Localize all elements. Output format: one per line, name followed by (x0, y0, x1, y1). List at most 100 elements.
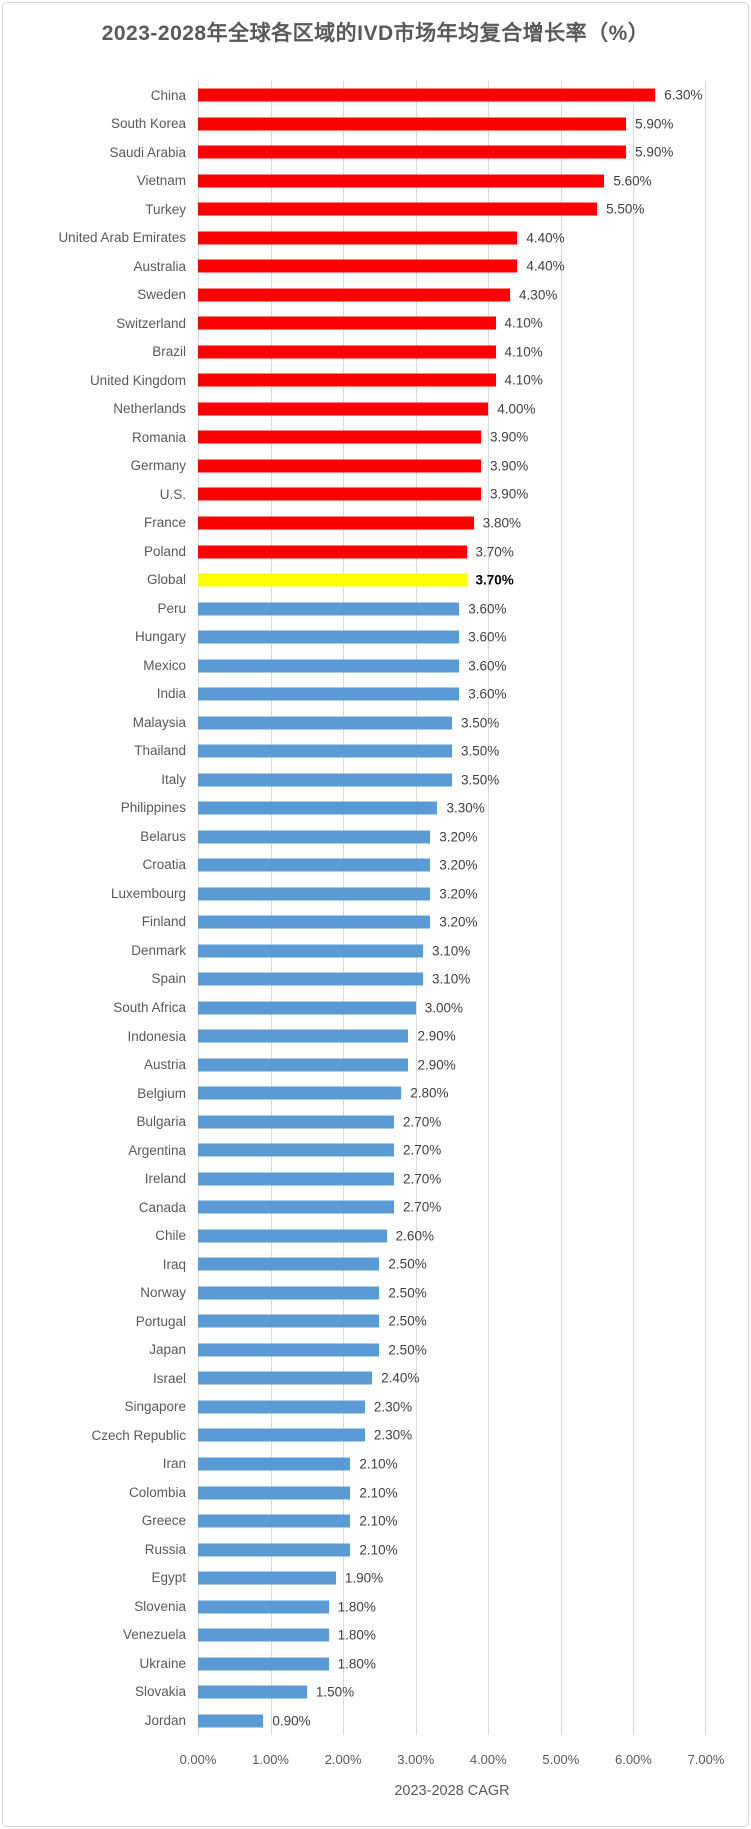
value-label: 3.80% (482, 515, 522, 531)
category-label: Mexico (143, 657, 186, 673)
bar-jordan (198, 1714, 264, 1728)
category-label: Indonesia (127, 1028, 186, 1044)
bar-row: 3.30% (198, 794, 706, 823)
category-label: Brazil (152, 344, 186, 360)
value-label: 2.70% (402, 1114, 442, 1130)
bar-luxembourg (198, 887, 431, 901)
value-label: 4.10% (504, 372, 543, 388)
category-label: Netherlands (113, 401, 186, 417)
bar-switzerland (198, 316, 496, 330)
bar-austria (198, 1058, 409, 1072)
bar-row: 4.10% (198, 366, 706, 395)
bar-row: 3.60% (198, 680, 706, 709)
category-label: Saudi Arabia (109, 144, 186, 160)
value-label: 3.20% (439, 828, 478, 844)
value-label: 3.60% (468, 686, 507, 702)
bar-row: 2.10% (198, 1478, 706, 1507)
category-label: Egypt (151, 1570, 186, 1586)
value-label: 6.30% (664, 87, 703, 103)
bar-row: 2.30% (198, 1421, 706, 1450)
bar-row: 4.40% (198, 252, 706, 281)
value-label: 3.90% (490, 429, 529, 445)
bar-row: 1.50% (198, 1678, 706, 1707)
value-label: 2.90% (417, 1057, 456, 1073)
bar-row: 3.90% (198, 423, 706, 452)
bar-row: 3.90% (198, 452, 706, 481)
bar-denmark (198, 944, 423, 958)
category-label: Slovakia (134, 1684, 186, 1700)
category-label: Germany (130, 458, 186, 474)
gridline (343, 81, 345, 1735)
bar-row: 3.00% (198, 994, 706, 1023)
bar-row: 3.60% (198, 623, 706, 652)
value-label: 2.80% (410, 1085, 449, 1101)
category-label: Belarus (140, 828, 186, 844)
value-label: 5.90% (635, 144, 674, 160)
value-label: 1.80% (337, 1627, 376, 1643)
bar-thailand (198, 744, 452, 758)
bar-row: 1.90% (198, 1564, 706, 1593)
bar-row: 2.50% (198, 1279, 706, 1308)
value-label: 2.10% (359, 1513, 398, 1529)
bar-row: 2.50% (198, 1336, 706, 1365)
category-label: Canada (138, 1199, 186, 1215)
category-label: Croatia (142, 857, 186, 873)
bar-row: 4.40% (198, 224, 706, 253)
category-label: Philippines (120, 800, 186, 816)
category-label: United Arab Emirates (58, 230, 186, 246)
bar-romania (198, 430, 482, 444)
category-label: Iran (162, 1456, 186, 1472)
bar-row: 3.50% (198, 708, 706, 737)
bar-series: 6.30% 5.90% 5.90% 5.60% 5.50% 4.40% 4.40% 4.30%… (198, 81, 706, 1735)
category-label: South Korea (110, 116, 186, 132)
category-label: Spain (151, 971, 186, 987)
bar-brazil (198, 345, 496, 359)
bar-row: 3.60% (198, 651, 706, 680)
bar-france (198, 516, 474, 530)
bar-finland (198, 915, 431, 929)
bar-malaysia (198, 716, 452, 730)
category-label: China (150, 87, 186, 103)
bar-row: 3.50% (198, 765, 706, 794)
bar-row: 4.00% (198, 395, 706, 424)
bar-germany (198, 459, 482, 473)
bar-row: 4.10% (198, 338, 706, 367)
bar-row: 3.20% (198, 908, 706, 937)
category-label: Global (146, 572, 186, 588)
bar-row: 3.10% (198, 965, 706, 994)
value-label: 2.10% (359, 1456, 398, 1472)
x-axis-tick-label: 4.00% (469, 1752, 507, 1767)
bar-row: 3.80% (198, 509, 706, 538)
x-axis-tick-label: 0.00% (179, 1752, 217, 1767)
value-label: 3.00% (424, 1000, 463, 1015)
x-axis-tick-labels: 0.00% 1.00% 2.00% 3.00% 4.00% 5.00% 6.00% 7.00% (180, 1752, 725, 1768)
bar-spain (198, 972, 423, 986)
category-label: Poland (143, 543, 186, 559)
bar-row: 3.20% (198, 851, 706, 880)
category-label: Portugal (135, 1313, 186, 1329)
bar-south-africa (198, 1001, 416, 1015)
value-label: 3.50% (461, 771, 500, 787)
bar-singapore (198, 1400, 365, 1414)
category-label: Iraq (162, 1256, 186, 1272)
bar-ukraine (198, 1657, 329, 1671)
bar-belarus (198, 830, 431, 844)
value-label: 3.50% (461, 743, 500, 759)
bar-turkey (198, 202, 598, 216)
value-label: 2.50% (388, 1285, 427, 1301)
value-label: 2.60% (395, 1228, 434, 1244)
value-label: 3.20% (439, 857, 478, 873)
category-label: Venezuela (122, 1627, 186, 1643)
bar-row: 2.30% (198, 1393, 706, 1422)
value-label: 3.90% (490, 486, 529, 502)
bar-colombia (198, 1486, 351, 1500)
category-label: Switzerland (116, 315, 186, 331)
bar-row: 2.70% (198, 1165, 706, 1194)
value-label: 2.40% (381, 1370, 420, 1386)
gridline (633, 81, 635, 1735)
category-label: Argentina (128, 1142, 186, 1158)
value-label: 3.60% (468, 629, 507, 645)
bar-poland (198, 545, 467, 558)
bar-row: 2.90% (198, 1051, 706, 1080)
category-label: Chile (155, 1228, 186, 1244)
